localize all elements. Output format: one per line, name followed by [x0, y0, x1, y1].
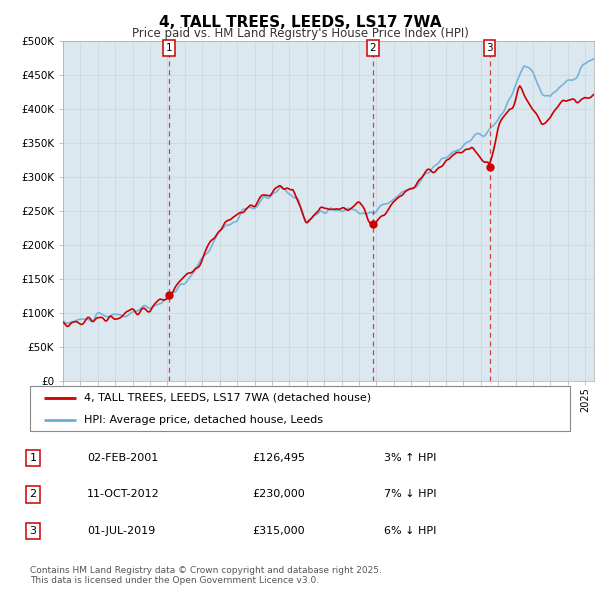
Text: 11-OCT-2012: 11-OCT-2012 — [87, 490, 160, 499]
Text: 6% ↓ HPI: 6% ↓ HPI — [384, 526, 436, 536]
Text: 1: 1 — [166, 43, 172, 53]
Text: 2: 2 — [370, 43, 376, 53]
Text: 3: 3 — [29, 526, 37, 536]
Text: £126,495: £126,495 — [252, 453, 305, 463]
Text: 4, TALL TREES, LEEDS, LS17 7WA: 4, TALL TREES, LEEDS, LS17 7WA — [159, 15, 441, 30]
Text: 3% ↑ HPI: 3% ↑ HPI — [384, 453, 436, 463]
Text: 7% ↓ HPI: 7% ↓ HPI — [384, 490, 437, 499]
Text: 01-JUL-2019: 01-JUL-2019 — [87, 526, 155, 536]
Text: £230,000: £230,000 — [252, 490, 305, 499]
Text: HPI: Average price, detached house, Leeds: HPI: Average price, detached house, Leed… — [84, 415, 323, 425]
Text: 1: 1 — [29, 453, 37, 463]
Text: 4, TALL TREES, LEEDS, LS17 7WA (detached house): 4, TALL TREES, LEEDS, LS17 7WA (detached… — [84, 392, 371, 402]
Text: Price paid vs. HM Land Registry's House Price Index (HPI): Price paid vs. HM Land Registry's House … — [131, 27, 469, 40]
Text: 2: 2 — [29, 490, 37, 499]
Text: 02-FEB-2001: 02-FEB-2001 — [87, 453, 158, 463]
Text: £315,000: £315,000 — [252, 526, 305, 536]
Text: Contains HM Land Registry data © Crown copyright and database right 2025.
This d: Contains HM Land Registry data © Crown c… — [30, 566, 382, 585]
Text: 3: 3 — [486, 43, 493, 53]
